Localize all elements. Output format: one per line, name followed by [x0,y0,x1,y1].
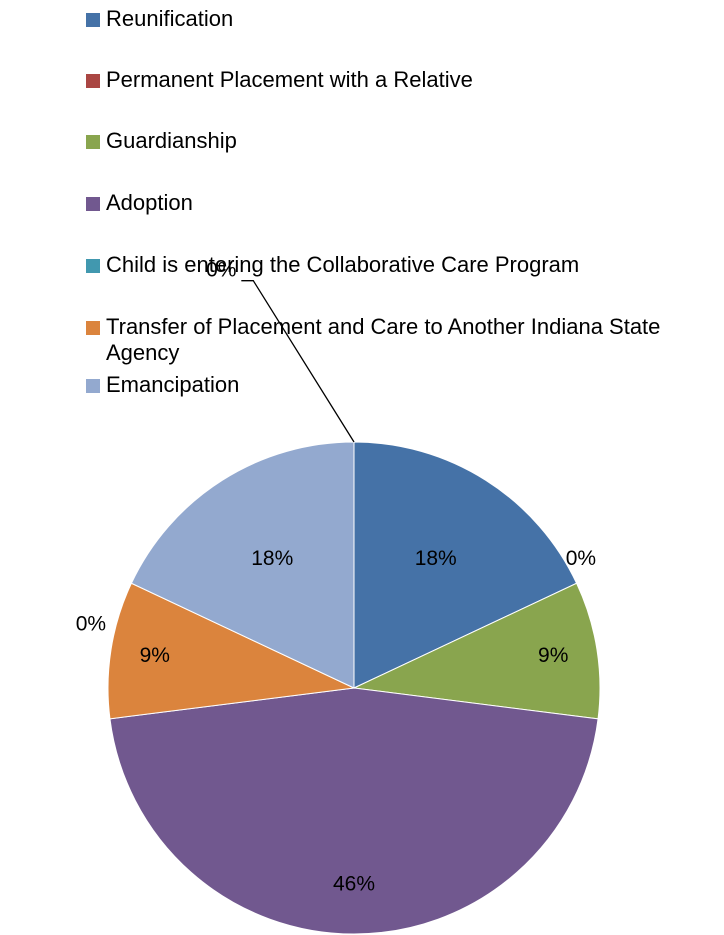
label-reunification: 18% [415,547,457,570]
label-emancipation: 0% [206,258,236,281]
legend-swatch [86,259,100,273]
label-transfer: 9% [140,644,170,667]
legend-label: Emancipation [106,372,240,397]
legend-swatch [86,197,100,211]
label-emancipation-slice: 18% [251,547,293,570]
legend-item-guardianship: Guardianship [86,128,237,154]
label-collaborative-care: 0% [76,612,106,635]
pie-slice-guardianship [352,582,601,720]
legend-swatch [86,321,100,335]
data-labels: 18% 0% 9% 46% 0% 9% 0% 18% [76,258,596,895]
legend-label: Adoption [106,190,193,215]
legend-label: Reunification [106,6,234,31]
pie-slices [107,441,601,935]
leader-line-emancipation [241,280,355,443]
legend-label: Guardianship [106,128,237,153]
legend-item-permanent-placement: Permanent Placement with a Relative [86,67,473,93]
label-permanent-placement: 0% [566,547,596,570]
label-guardianship: 9% [538,644,568,667]
legend-item-adoption: Adoption [86,190,193,216]
legend-label: Transfer of Placement and Care to Anothe… [106,314,661,365]
legend-swatch [86,379,100,393]
pie-slice-emancipation [130,441,355,689]
pie-slice-adoption [109,687,599,935]
legend-label: Child is entering the Collaborative Care… [106,252,580,277]
legend-swatch [86,135,100,149]
pie-slice-transfer-of-placement-and-care-to-another-indiana-state-agency [107,582,356,720]
pie-slice-reunification [353,441,578,689]
legend-item-transfer: Transfer of Placement and Care to Anothe… [86,314,722,366]
leader-lines [241,280,355,443]
legend-item-reunification: Reunification [86,6,233,32]
label-adoption: 46% [333,872,375,895]
legend-item-collaborative-care: Child is entering the Collaborative Care… [86,252,579,278]
legend-swatch [86,74,100,88]
legend-label: Permanent Placement with a Relative [106,67,473,92]
legend-item-emancipation: Emancipation [86,372,239,398]
legend-swatch [86,13,100,27]
